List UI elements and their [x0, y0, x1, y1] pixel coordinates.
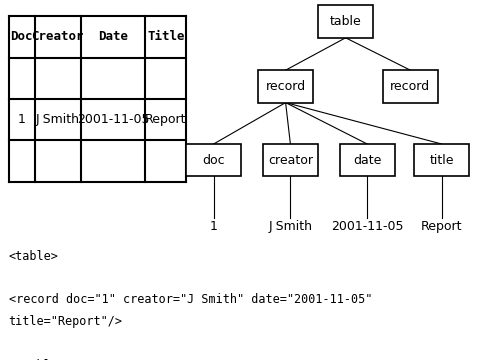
Text: title="Report"/>: title="Report"/>: [9, 315, 123, 328]
FancyBboxPatch shape: [414, 144, 469, 176]
Text: Report: Report: [145, 113, 187, 126]
Text: Doc: Doc: [11, 30, 33, 44]
Text: table: table: [330, 15, 361, 28]
Text: date: date: [353, 154, 382, 167]
FancyBboxPatch shape: [258, 70, 313, 103]
Text: creator: creator: [268, 154, 313, 167]
Text: 2001-11-05: 2001-11-05: [77, 113, 149, 126]
Text: doc: doc: [202, 154, 225, 167]
Text: 1: 1: [210, 220, 217, 233]
Text: Report: Report: [421, 220, 462, 233]
Text: Title: Title: [147, 30, 185, 44]
FancyBboxPatch shape: [340, 144, 395, 176]
Text: 2001-11-05: 2001-11-05: [331, 220, 404, 233]
FancyBboxPatch shape: [318, 5, 373, 38]
Text: <table>: <table>: [9, 250, 59, 263]
Text: J Smith: J Smith: [268, 220, 312, 233]
Text: 1: 1: [18, 113, 26, 126]
Text: record: record: [265, 80, 306, 93]
Text: Creator: Creator: [32, 30, 84, 44]
Text: </table>: </table>: [9, 358, 66, 360]
Text: J Smith: J Smith: [36, 113, 80, 126]
FancyBboxPatch shape: [383, 70, 438, 103]
Text: <record doc="1" creator="J Smith" date="2001-11-05": <record doc="1" creator="J Smith" date="…: [9, 293, 372, 306]
Text: record: record: [390, 80, 431, 93]
Text: title: title: [429, 154, 454, 167]
Text: Date: Date: [98, 30, 128, 44]
FancyBboxPatch shape: [263, 144, 318, 176]
FancyBboxPatch shape: [186, 144, 241, 176]
